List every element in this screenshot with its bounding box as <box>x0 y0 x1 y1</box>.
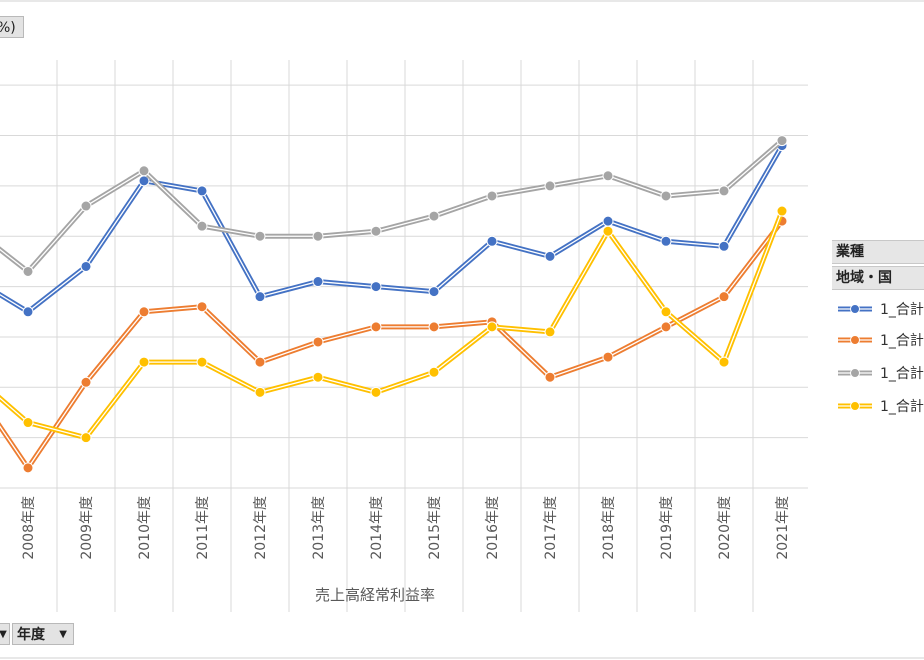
legend-swatch-marker <box>850 304 860 314</box>
data-point <box>660 321 672 333</box>
data-point <box>196 185 208 197</box>
year-field-label: 年度 <box>17 627 45 643</box>
data-point <box>138 306 150 318</box>
data-point <box>22 265 34 277</box>
data-point <box>428 210 440 222</box>
legend-entry: 1_合計 <box>836 299 924 319</box>
data-point <box>22 306 34 318</box>
x-tick-label: 2020年度 <box>717 496 733 560</box>
data-point <box>486 190 498 202</box>
legend-swatch-marker <box>850 401 860 411</box>
legend-entry-label: 1_合計 <box>880 366 924 382</box>
data-point <box>718 356 730 368</box>
data-point <box>370 281 382 293</box>
legend-entry: 1_合計 <box>836 396 924 416</box>
data-point <box>312 230 324 242</box>
x-tick-label: 2021年度 <box>775 496 791 560</box>
data-point <box>138 356 150 368</box>
data-point <box>602 215 614 227</box>
data-point <box>660 190 672 202</box>
data-point <box>138 165 150 177</box>
data-point <box>602 351 614 363</box>
legend-swatch-marker <box>850 368 860 378</box>
data-point <box>428 321 440 333</box>
legend-subtitle-field-button[interactable]: 地域・国 <box>832 266 924 290</box>
data-point <box>196 301 208 313</box>
legend-entry-label: 1_合計 <box>880 302 924 318</box>
legend-swatch-blue <box>838 304 872 314</box>
data-point <box>22 462 34 474</box>
data-point <box>660 235 672 247</box>
data-point <box>428 366 440 378</box>
legend-entry-label: 1_合計 <box>880 399 924 415</box>
data-point <box>776 205 788 217</box>
x-tick-label: 2016年度 <box>485 496 501 560</box>
data-point <box>80 432 92 444</box>
data-point <box>254 356 266 368</box>
data-point <box>428 286 440 298</box>
x-tick-label: 2008年度 <box>21 496 37 560</box>
legend-swatch-yellow <box>838 401 872 411</box>
data-point <box>254 386 266 398</box>
chevron-down-icon[interactable]: ▼ <box>59 629 67 640</box>
legend-swatch-marker <box>850 335 860 345</box>
data-point <box>486 235 498 247</box>
data-point <box>370 321 382 333</box>
data-point <box>602 170 614 182</box>
data-point <box>80 376 92 388</box>
data-point <box>312 371 324 383</box>
x-tick-label: 2012年度 <box>253 496 269 560</box>
data-point <box>718 240 730 252</box>
x-tick-label: 2017年度 <box>543 496 559 560</box>
legend-title-field-button[interactable]: 業種 <box>832 240 924 264</box>
legend-entry-label: 1_合計 <box>880 333 924 349</box>
legend-swatch-orange <box>838 335 872 345</box>
data-point <box>22 417 34 429</box>
data-point <box>312 336 324 348</box>
year-field-button[interactable]: 年度 ▼ <box>12 623 74 645</box>
x-tick-label: 2018年度 <box>601 496 617 560</box>
data-point <box>602 225 614 237</box>
filter-icon[interactable]: ▼ <box>0 623 10 645</box>
data-point <box>196 220 208 232</box>
x-tick-label: 2019年度 <box>659 496 675 560</box>
data-point <box>544 250 556 262</box>
x-tick-labels: 2008年度 2009年度 2010年度 2011年度 2012年度 2013年度 2014… <box>21 496 791 560</box>
gridlines <box>0 60 808 612</box>
data-point <box>80 200 92 212</box>
x-tick-label: 2015年度 <box>427 496 443 560</box>
legend-entry: 1_合計 <box>836 363 924 383</box>
data-point <box>544 326 556 338</box>
data-point <box>544 180 556 192</box>
data-point <box>718 185 730 197</box>
x-tick-label: 2010年度 <box>137 496 153 560</box>
data-point <box>544 371 556 383</box>
data-point <box>370 225 382 237</box>
x-tick-label: 2013年度 <box>311 496 327 560</box>
value-field-button[interactable]: %) <box>0 16 24 38</box>
legend-entry: 1_合計 <box>836 330 924 350</box>
data-point <box>80 260 92 272</box>
x-axis-title: 売上高経常利益率 <box>314 586 435 604</box>
series-lines <box>0 135 788 474</box>
data-point <box>776 135 788 147</box>
data-point <box>660 306 672 318</box>
x-tick-label: 2014年度 <box>369 496 385 560</box>
data-point <box>486 321 498 333</box>
data-point <box>254 291 266 303</box>
x-tick-label: 2011年度 <box>195 496 211 560</box>
data-point <box>718 291 730 303</box>
data-point <box>254 230 266 242</box>
data-point <box>312 276 324 288</box>
x-tick-label: 2009年度 <box>79 496 95 560</box>
data-point <box>196 356 208 368</box>
legend-swatch-gray <box>838 368 872 378</box>
data-point <box>370 386 382 398</box>
